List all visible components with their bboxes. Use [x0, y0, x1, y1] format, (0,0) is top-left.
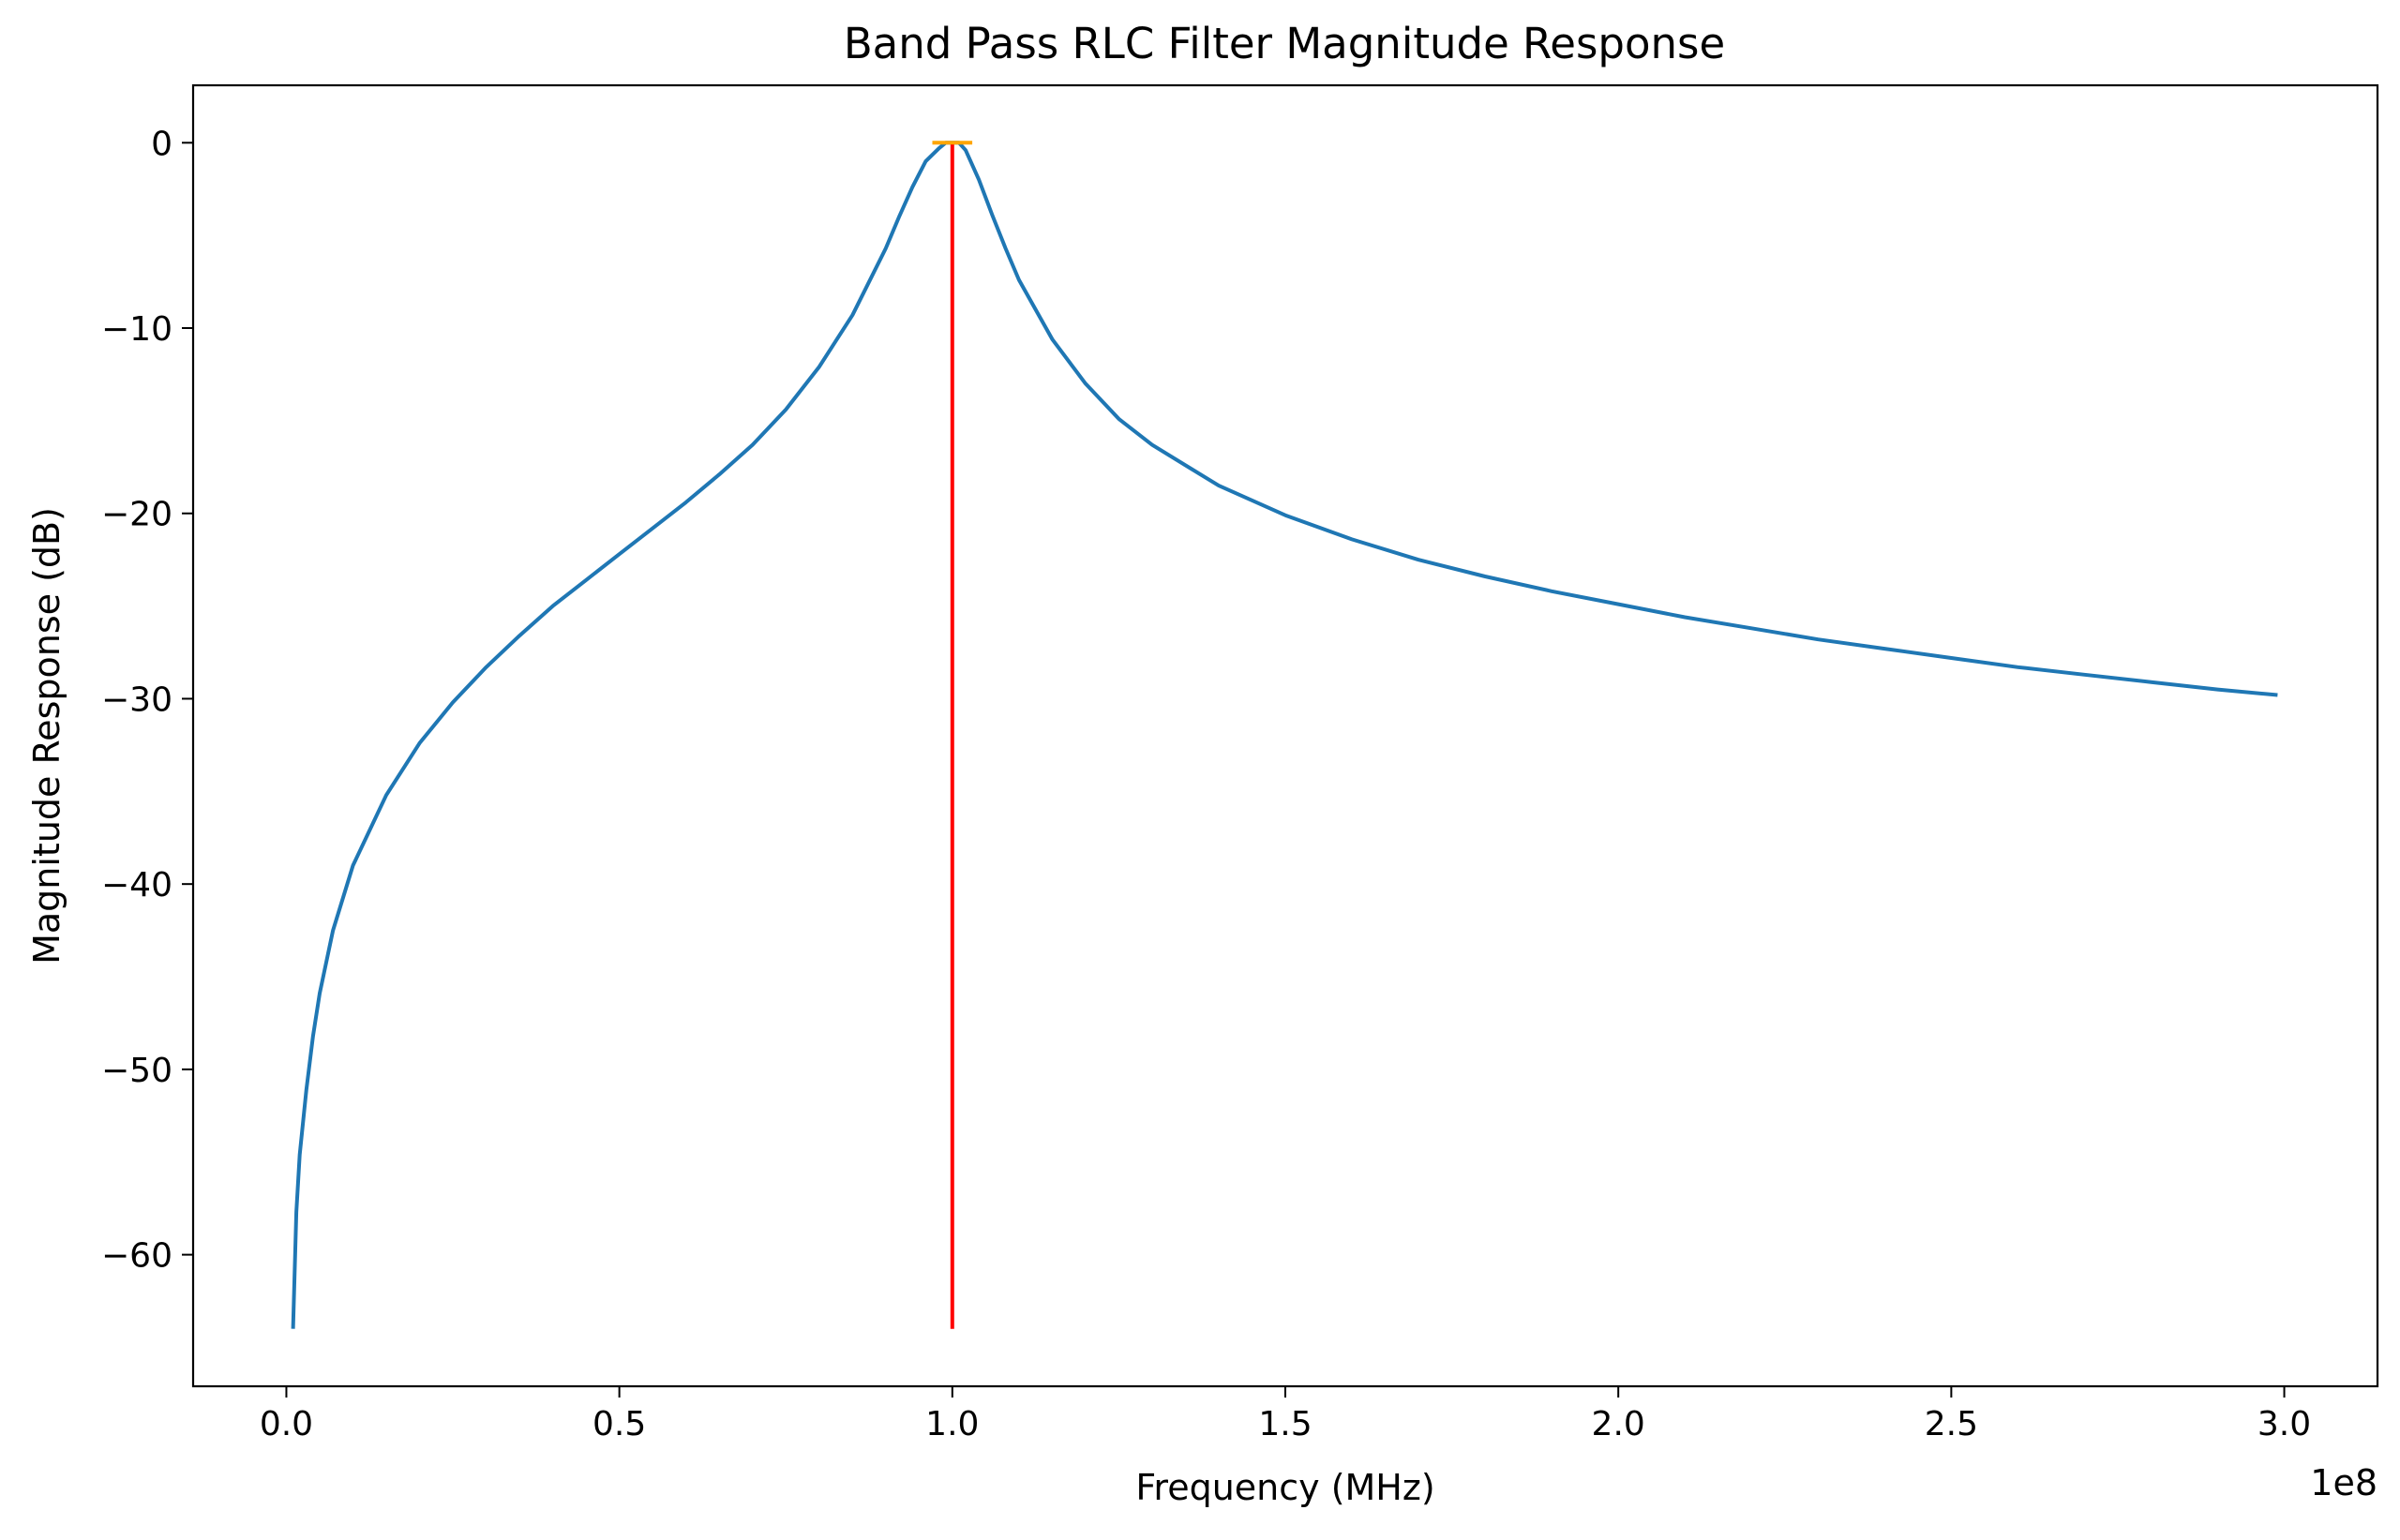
- y-axis: 0 −10 −20 −30 −40 −50 −60: [101, 125, 193, 1276]
- x-tick-label: 1.5: [1258, 1405, 1312, 1443]
- x-tick-label: 3.0: [2258, 1405, 2311, 1443]
- x-tick-label: 1.0: [925, 1405, 979, 1443]
- y-tick-label: −60: [101, 1237, 172, 1276]
- x-axis-label: Frequency (MHz): [1135, 1467, 1434, 1508]
- y-tick-label: −30: [101, 680, 172, 719]
- plot-area: [291, 141, 2278, 1329]
- x-tick-label: 0.0: [260, 1405, 313, 1443]
- y-tick-label: −50: [101, 1052, 172, 1090]
- x-tick-label: 0.5: [592, 1405, 646, 1443]
- y-tick-label: 0: [151, 125, 172, 163]
- x-axis: 0.0 0.5 1.0 1.5 2.0 2.5 3.0: [260, 1386, 2311, 1443]
- x-tick-label: 2.0: [1592, 1405, 1645, 1443]
- y-tick-label: −40: [101, 866, 172, 905]
- y-axis-label: Magnitude Response (dB): [26, 507, 68, 964]
- x-offset-text: 1e8: [2310, 1462, 2378, 1503]
- y-tick-label: −10: [101, 310, 172, 349]
- chart-title: Band Pass RLC Filter Magnitude Response: [844, 19, 1725, 68]
- x-tick-label: 2.5: [1925, 1405, 1978, 1443]
- y-tick-label: −20: [101, 496, 172, 534]
